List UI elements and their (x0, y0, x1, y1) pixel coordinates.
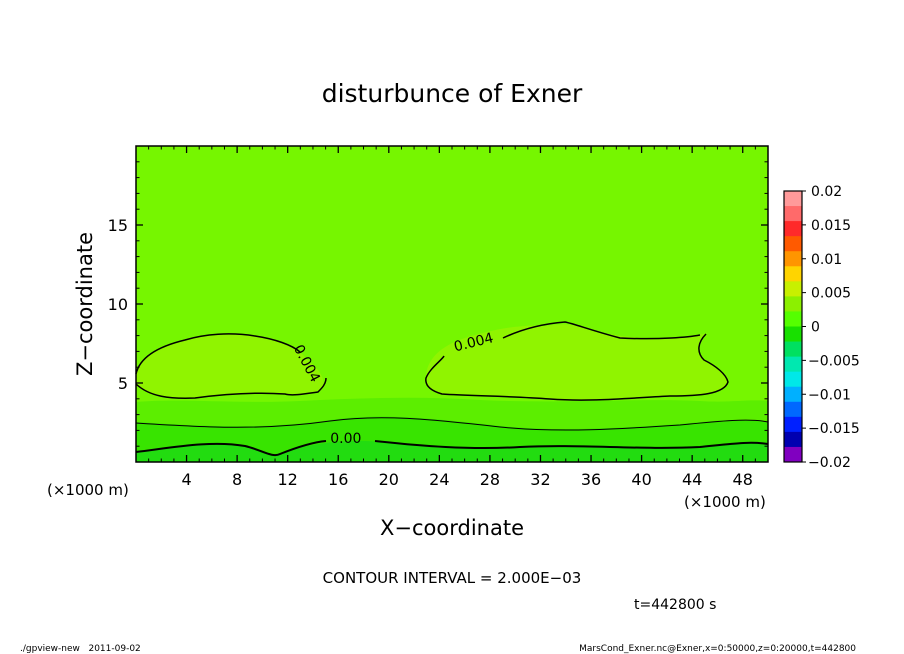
x-tick-label: 24 (429, 470, 449, 489)
x-tick-label: 32 (530, 470, 550, 489)
contour-0004-right (425, 321, 729, 401)
colorbar-label: −0.015 (808, 421, 860, 437)
cell-right-fill (425, 324, 728, 401)
x-tick-label: 8 (232, 470, 242, 489)
colorbar-segment (784, 341, 802, 358)
colorbar-label: 0.01 (811, 252, 842, 268)
colorbar-label: −0.02 (808, 455, 851, 471)
colorbar: 0.02 0.015 0.01 0.005 0 −0.005 −0.01 −0.015 −0.0… (783, 184, 860, 471)
y-tick-label: 5 (118, 374, 128, 393)
colorbar-label: −0.005 (808, 353, 860, 369)
colorbar-label: 0 (811, 320, 820, 336)
band-lowest (136, 440, 768, 462)
colorbar-segment (784, 206, 802, 222)
contour-lines (135, 321, 769, 456)
x-axis-unit-right: (×1000 m) (684, 493, 766, 511)
colorbar-label: 0.015 (811, 218, 851, 234)
contour-interval-text: CONTOUR INTERVAL = 2.000E−03 (323, 569, 582, 587)
colorbar-segment (784, 446, 802, 463)
colorbar-segment (784, 236, 802, 252)
x-tick-label: 20 (379, 470, 399, 489)
x-tick-label: 44 (682, 470, 702, 489)
colorbar-segment (784, 221, 802, 237)
colorbar-segment (784, 266, 802, 282)
x-tick-label: 28 (480, 470, 500, 489)
footer-left: ./gpview-new 2011-09-02 (20, 644, 141, 654)
x-axis-unit-left: (×1000 m) (47, 481, 129, 499)
colorbar-segment (784, 251, 802, 267)
colorbar-segment (784, 281, 802, 297)
cell-left-fill (136, 333, 324, 399)
contour-fills (136, 146, 768, 462)
y-axis-title: Z−coordinate (73, 232, 97, 376)
contour-label: 0.00 (330, 431, 361, 447)
colorbar-segment (784, 326, 802, 342)
contour-0004-left (135, 333, 327, 399)
colorbar-label: 0.005 (811, 286, 851, 302)
x-tick-label: 36 (581, 470, 601, 489)
colorbar-segment (784, 311, 802, 327)
chart-title: disturbunce of Exner (322, 79, 583, 108)
x-tick-label: 4 (181, 470, 191, 489)
colorbar-label: −0.01 (808, 387, 851, 403)
colorbar-segment (784, 191, 802, 207)
time-text: t=442800 s (634, 597, 716, 613)
colorbar-segment (784, 296, 802, 312)
colorbar-segment (784, 401, 802, 418)
colorbar-segment (784, 371, 802, 388)
x-tick-label: 16 (328, 470, 348, 489)
y-tick-label: 15 (108, 216, 128, 235)
x-tick-label: 48 (733, 470, 753, 489)
colorbar-segment (784, 356, 802, 373)
colorbar-label: 0.02 (811, 184, 842, 200)
colorbar-segment (784, 431, 802, 448)
colorbar-segment (784, 386, 802, 403)
x-tick-label: 12 (278, 470, 298, 489)
footer-right: MarsCond_Exner.nc@Exner,x=0:50000,z=0:20… (579, 644, 856, 654)
colorbar-segment (784, 416, 802, 433)
x-axis-title: X−coordinate (380, 516, 524, 540)
contour-000 (135, 440, 769, 456)
y-tick-label: 10 (108, 295, 128, 314)
contour-0002 (135, 417, 769, 431)
x-tick-label: 40 (631, 470, 651, 489)
